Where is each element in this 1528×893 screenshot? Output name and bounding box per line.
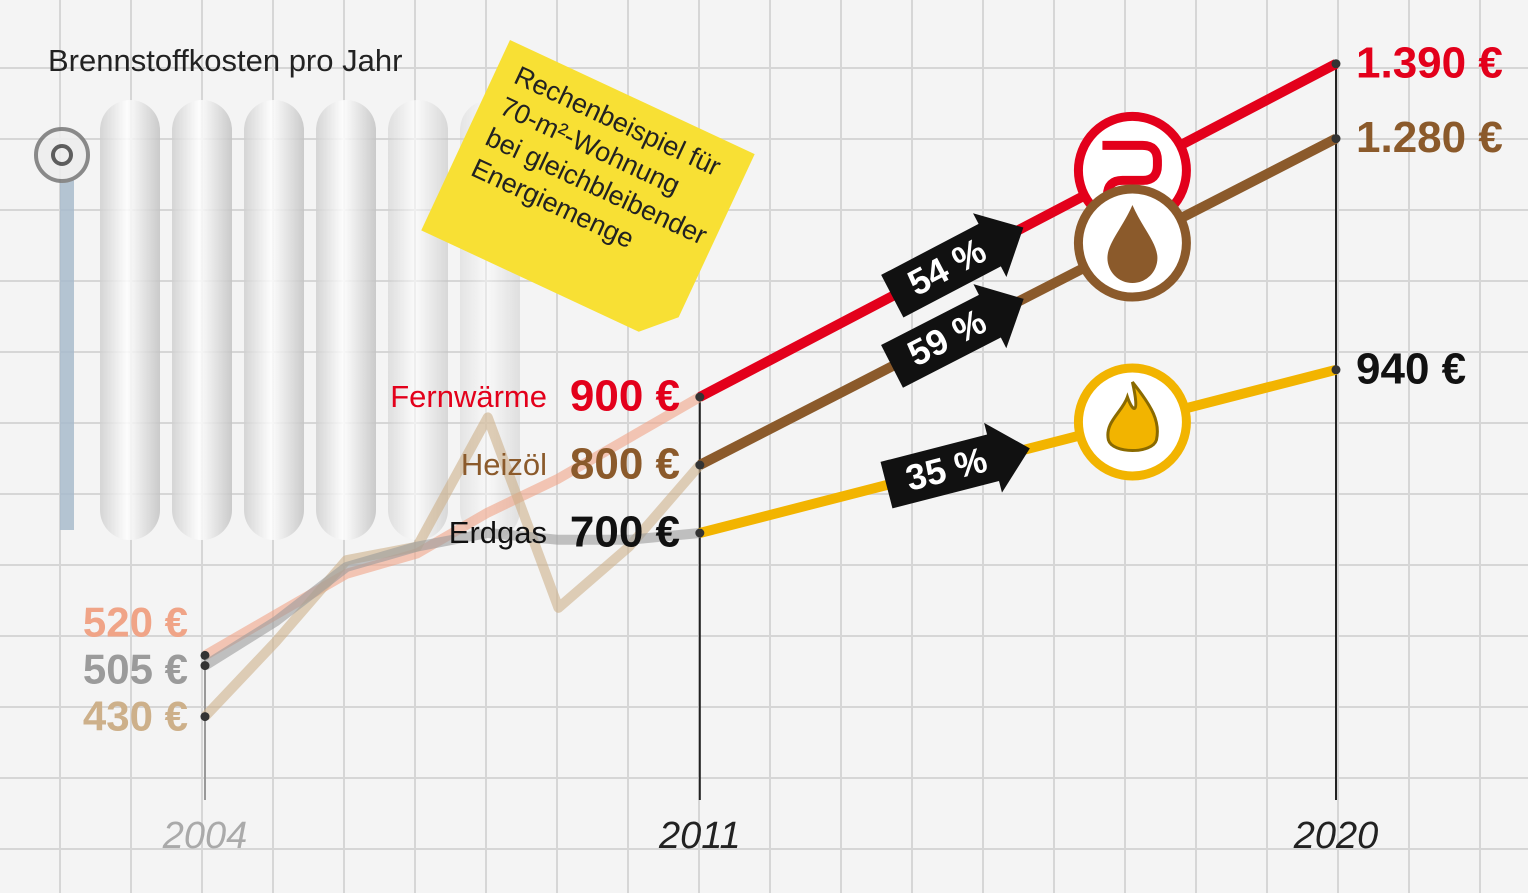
point [1332, 59, 1341, 68]
point [695, 393, 704, 402]
icon [1078, 368, 1186, 476]
series-name: Fernwärme [390, 379, 547, 414]
series-name: Heizöl [461, 447, 547, 482]
page: Brennstoffkosten pro Jahr Rechenbeispiel… [0, 0, 1528, 893]
point [1332, 365, 1341, 374]
value-label: 800 € [570, 440, 680, 489]
value-label: 700 € [570, 508, 680, 557]
value-label: 1.390 € [1356, 38, 1503, 87]
icon [1078, 189, 1186, 297]
value-label: 900 € [570, 372, 680, 421]
chart-title: Brennstoffkosten pro Jahr [48, 43, 402, 78]
value-label: 1.280 € [1356, 113, 1503, 162]
x-tick-label: 2004 [162, 815, 248, 857]
value-label: 430 € [83, 692, 188, 739]
point [695, 529, 704, 538]
change-label: 35 % [901, 439, 991, 499]
point [695, 461, 704, 470]
change-arrow: 35 % [878, 413, 1039, 520]
x-tick-label: 2011 [658, 815, 741, 857]
value-label: 505 € [83, 645, 188, 692]
point [201, 661, 210, 670]
chart: Brennstoffkosten pro Jahr Rechenbeispiel… [0, 0, 1528, 893]
value-label: 940 € [1356, 344, 1466, 393]
point [1332, 134, 1341, 143]
point [201, 712, 210, 721]
value-label: 520 € [83, 598, 188, 645]
series-name: Erdgas [449, 515, 547, 550]
x-tick-label: 2020 [1293, 815, 1379, 857]
radiator [36, 100, 520, 540]
